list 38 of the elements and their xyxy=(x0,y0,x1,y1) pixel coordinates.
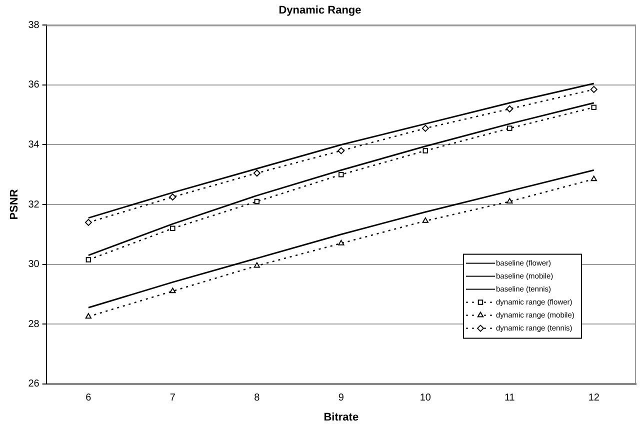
y-tick-label: 26 xyxy=(28,378,40,390)
point xyxy=(254,198,260,204)
x-tick-label: 8 xyxy=(254,392,260,404)
point xyxy=(506,105,514,112)
point xyxy=(253,170,260,177)
point xyxy=(506,198,513,204)
y-axis-title: PSNR xyxy=(8,189,21,220)
chart-title: Dynamic Range xyxy=(278,4,362,17)
y-tick-label: 36 xyxy=(28,80,40,91)
y-tick-label: 34 xyxy=(28,139,40,150)
x-tick-label: 11 xyxy=(504,392,516,404)
point xyxy=(591,104,596,110)
x-tick-label: 12 xyxy=(588,392,600,404)
point xyxy=(507,126,512,131)
x-tick-label: 7 xyxy=(170,392,176,404)
point xyxy=(590,86,598,93)
x-axis-title: Bitrate xyxy=(324,411,359,424)
x-tick-label: 10 xyxy=(420,392,432,404)
point xyxy=(85,313,92,319)
point xyxy=(422,217,428,223)
point xyxy=(84,218,92,226)
x-tick-label: 6 xyxy=(86,392,92,404)
point xyxy=(422,124,429,132)
point xyxy=(170,288,176,294)
y-tick-label: 38 xyxy=(28,20,40,31)
x-tick-label: 9 xyxy=(338,392,344,404)
point xyxy=(338,147,345,154)
point xyxy=(422,148,428,154)
point xyxy=(170,226,176,232)
point xyxy=(169,194,176,201)
y-tick-label: 28 xyxy=(28,318,40,330)
point xyxy=(338,172,344,178)
point xyxy=(86,257,92,262)
point xyxy=(590,176,597,182)
y-tick-label: 32 xyxy=(28,199,40,210)
point xyxy=(338,240,344,246)
y-tick-label: 30 xyxy=(28,259,40,270)
point xyxy=(254,262,260,268)
